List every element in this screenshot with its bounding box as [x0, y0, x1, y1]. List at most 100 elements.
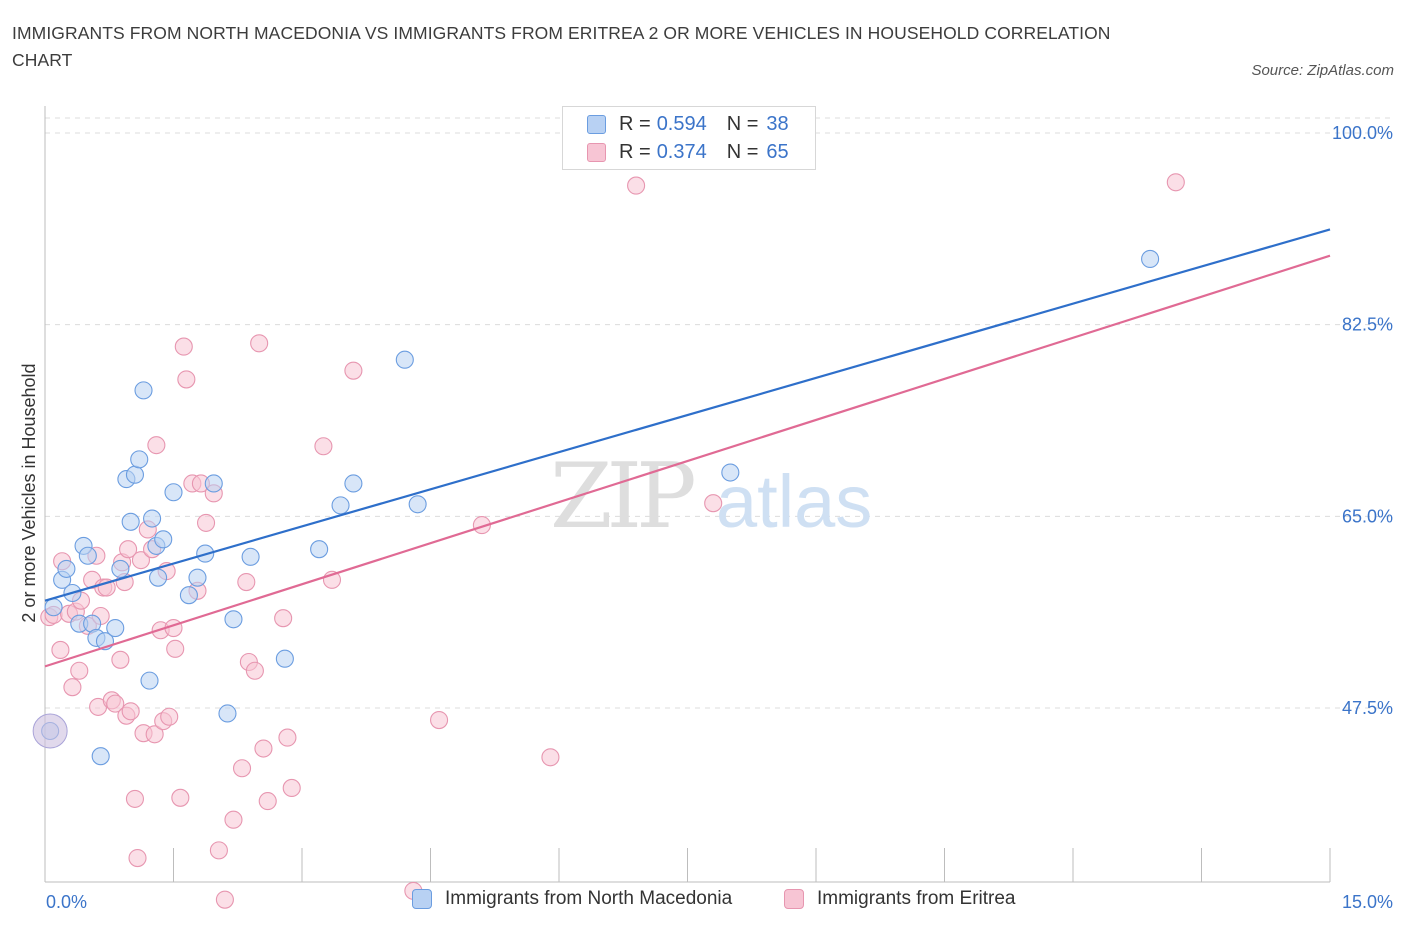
data-point-pink — [63, 678, 82, 697]
data-point-pink — [119, 540, 138, 559]
x-tick-label: 15.0% — [1342, 892, 1393, 912]
data-point-blue — [149, 568, 168, 587]
y-tick-label: 82.5% — [1342, 315, 1393, 335]
data-point-blue — [57, 559, 76, 578]
data-point-blue — [344, 474, 363, 493]
data-point-pink — [1166, 173, 1185, 192]
data-point-pink — [627, 176, 646, 195]
data-point-blue — [134, 381, 153, 400]
trend-line-blue — [44, 228, 1331, 602]
data-point-blue — [241, 547, 260, 566]
data-point-pink — [209, 841, 228, 860]
data-point-blue — [188, 568, 207, 587]
data-point-pink — [121, 702, 140, 721]
legend-label: Immigrants from Eritrea — [817, 888, 1016, 909]
legend-n-label: N = — [726, 140, 759, 163]
chart-title-line2: CHART — [12, 50, 73, 70]
data-point-pink — [274, 609, 293, 628]
legend-r-value: 0.374 — [656, 140, 707, 163]
data-point-blue — [204, 474, 223, 493]
data-point-pink — [166, 639, 185, 658]
legend-label: Immigrants from North Macedonia — [445, 888, 733, 909]
data-point-blue — [275, 649, 294, 668]
data-point-pink — [131, 551, 150, 570]
data-point-pink — [254, 739, 273, 758]
data-point-pink — [541, 748, 560, 767]
data-point-blue — [154, 530, 173, 549]
data-point-pink — [215, 890, 234, 909]
chart-title-line1: IMMIGRANTS FROM NORTH MACEDONIA VS IMMIG… — [12, 23, 1111, 43]
legend-r-value: 0.594 — [656, 112, 707, 135]
legend-stats-row-blue: R = 0.594 N = 38 — [587, 112, 789, 136]
data-point-blue — [121, 512, 140, 531]
data-point-pink — [232, 759, 252, 778]
legend-r-label: R = — [619, 112, 651, 135]
data-point-blue — [106, 618, 125, 638]
data-point-pink — [282, 778, 301, 798]
data-point-pink — [197, 513, 216, 532]
data-point-blue — [1141, 249, 1160, 269]
data-point-blue — [179, 586, 198, 605]
data-point-pink — [237, 572, 256, 592]
data-point-blue — [164, 483, 183, 502]
data-point-blue — [140, 671, 159, 690]
legend-stats: R = 0.594 N = 38 R = 0.374 N = 65 — [562, 106, 816, 170]
data-point-pink — [258, 792, 277, 811]
data-point-pink — [224, 810, 243, 829]
legend-series: Immigrants from North Macedonia Immigran… — [0, 888, 1406, 916]
data-point-blue — [331, 496, 350, 515]
x-tick-label: 0.0% — [46, 892, 87, 912]
data-point-pink — [125, 789, 144, 808]
data-point-pink — [177, 370, 196, 389]
watermark-atlas: atlas — [716, 460, 872, 543]
data-point-pink — [106, 694, 125, 713]
source-label: Source: ZipAtlas.com — [1251, 62, 1394, 79]
legend-swatch-blue — [412, 889, 432, 909]
data-point-pink — [70, 661, 89, 680]
data-point-pink — [430, 710, 449, 730]
trend-line-pink — [44, 254, 1331, 668]
data-point-blue — [395, 350, 414, 369]
legend-n-label: N = — [726, 112, 759, 135]
data-point-blue — [111, 559, 130, 578]
legend-item-north-macedonia: Immigrants from North Macedonia — [412, 888, 732, 910]
data-point-blue — [44, 598, 63, 617]
y-tick-label: 65.0% — [1342, 506, 1393, 526]
chart-title: IMMIGRANTS FROM NORTH MACEDONIA VS IMMIG… — [12, 20, 1192, 74]
data-point-pink — [344, 361, 363, 380]
legend-item-eritrea: Immigrants from Eritrea — [784, 888, 1015, 910]
data-point-blue — [224, 610, 243, 629]
watermark-zip: ZIP — [550, 444, 694, 549]
data-point-blue — [130, 450, 149, 469]
legend-swatch-pink — [587, 142, 606, 162]
y-tick-label: 100.0% — [1332, 123, 1393, 143]
data-point-pink — [245, 661, 264, 680]
legend-n-value: 38 — [766, 112, 789, 135]
data-point-pink — [314, 437, 333, 456]
legend-n-value: 65 — [766, 140, 789, 163]
legend-swatch-blue — [587, 114, 606, 134]
data-point-blue — [143, 509, 162, 528]
data-point-blue — [91, 747, 110, 766]
data-point-pink — [704, 494, 723, 513]
data-point-blue — [125, 465, 144, 484]
data-point-pink — [250, 334, 269, 353]
data-point-cluster — [32, 713, 68, 749]
data-point-blue — [78, 546, 97, 565]
data-point-blue — [310, 540, 329, 559]
data-point-blue — [408, 495, 427, 514]
data-point-pink — [51, 640, 70, 660]
data-point-pink — [145, 725, 164, 744]
data-point-pink — [171, 788, 190, 807]
data-point-pink — [174, 337, 193, 356]
data-point-pink — [278, 728, 297, 747]
data-point-blue — [721, 463, 740, 482]
y-axis-label: 2 or more Vehicles in Household — [19, 363, 39, 622]
data-point-pink — [160, 707, 179, 726]
data-point-pink — [128, 848, 147, 868]
legend-swatch-pink — [784, 889, 804, 909]
data-point-pink — [147, 436, 166, 455]
data-point-blue — [218, 704, 237, 723]
legend-stats-row-pink: R = 0.374 N = 65 — [587, 140, 789, 164]
